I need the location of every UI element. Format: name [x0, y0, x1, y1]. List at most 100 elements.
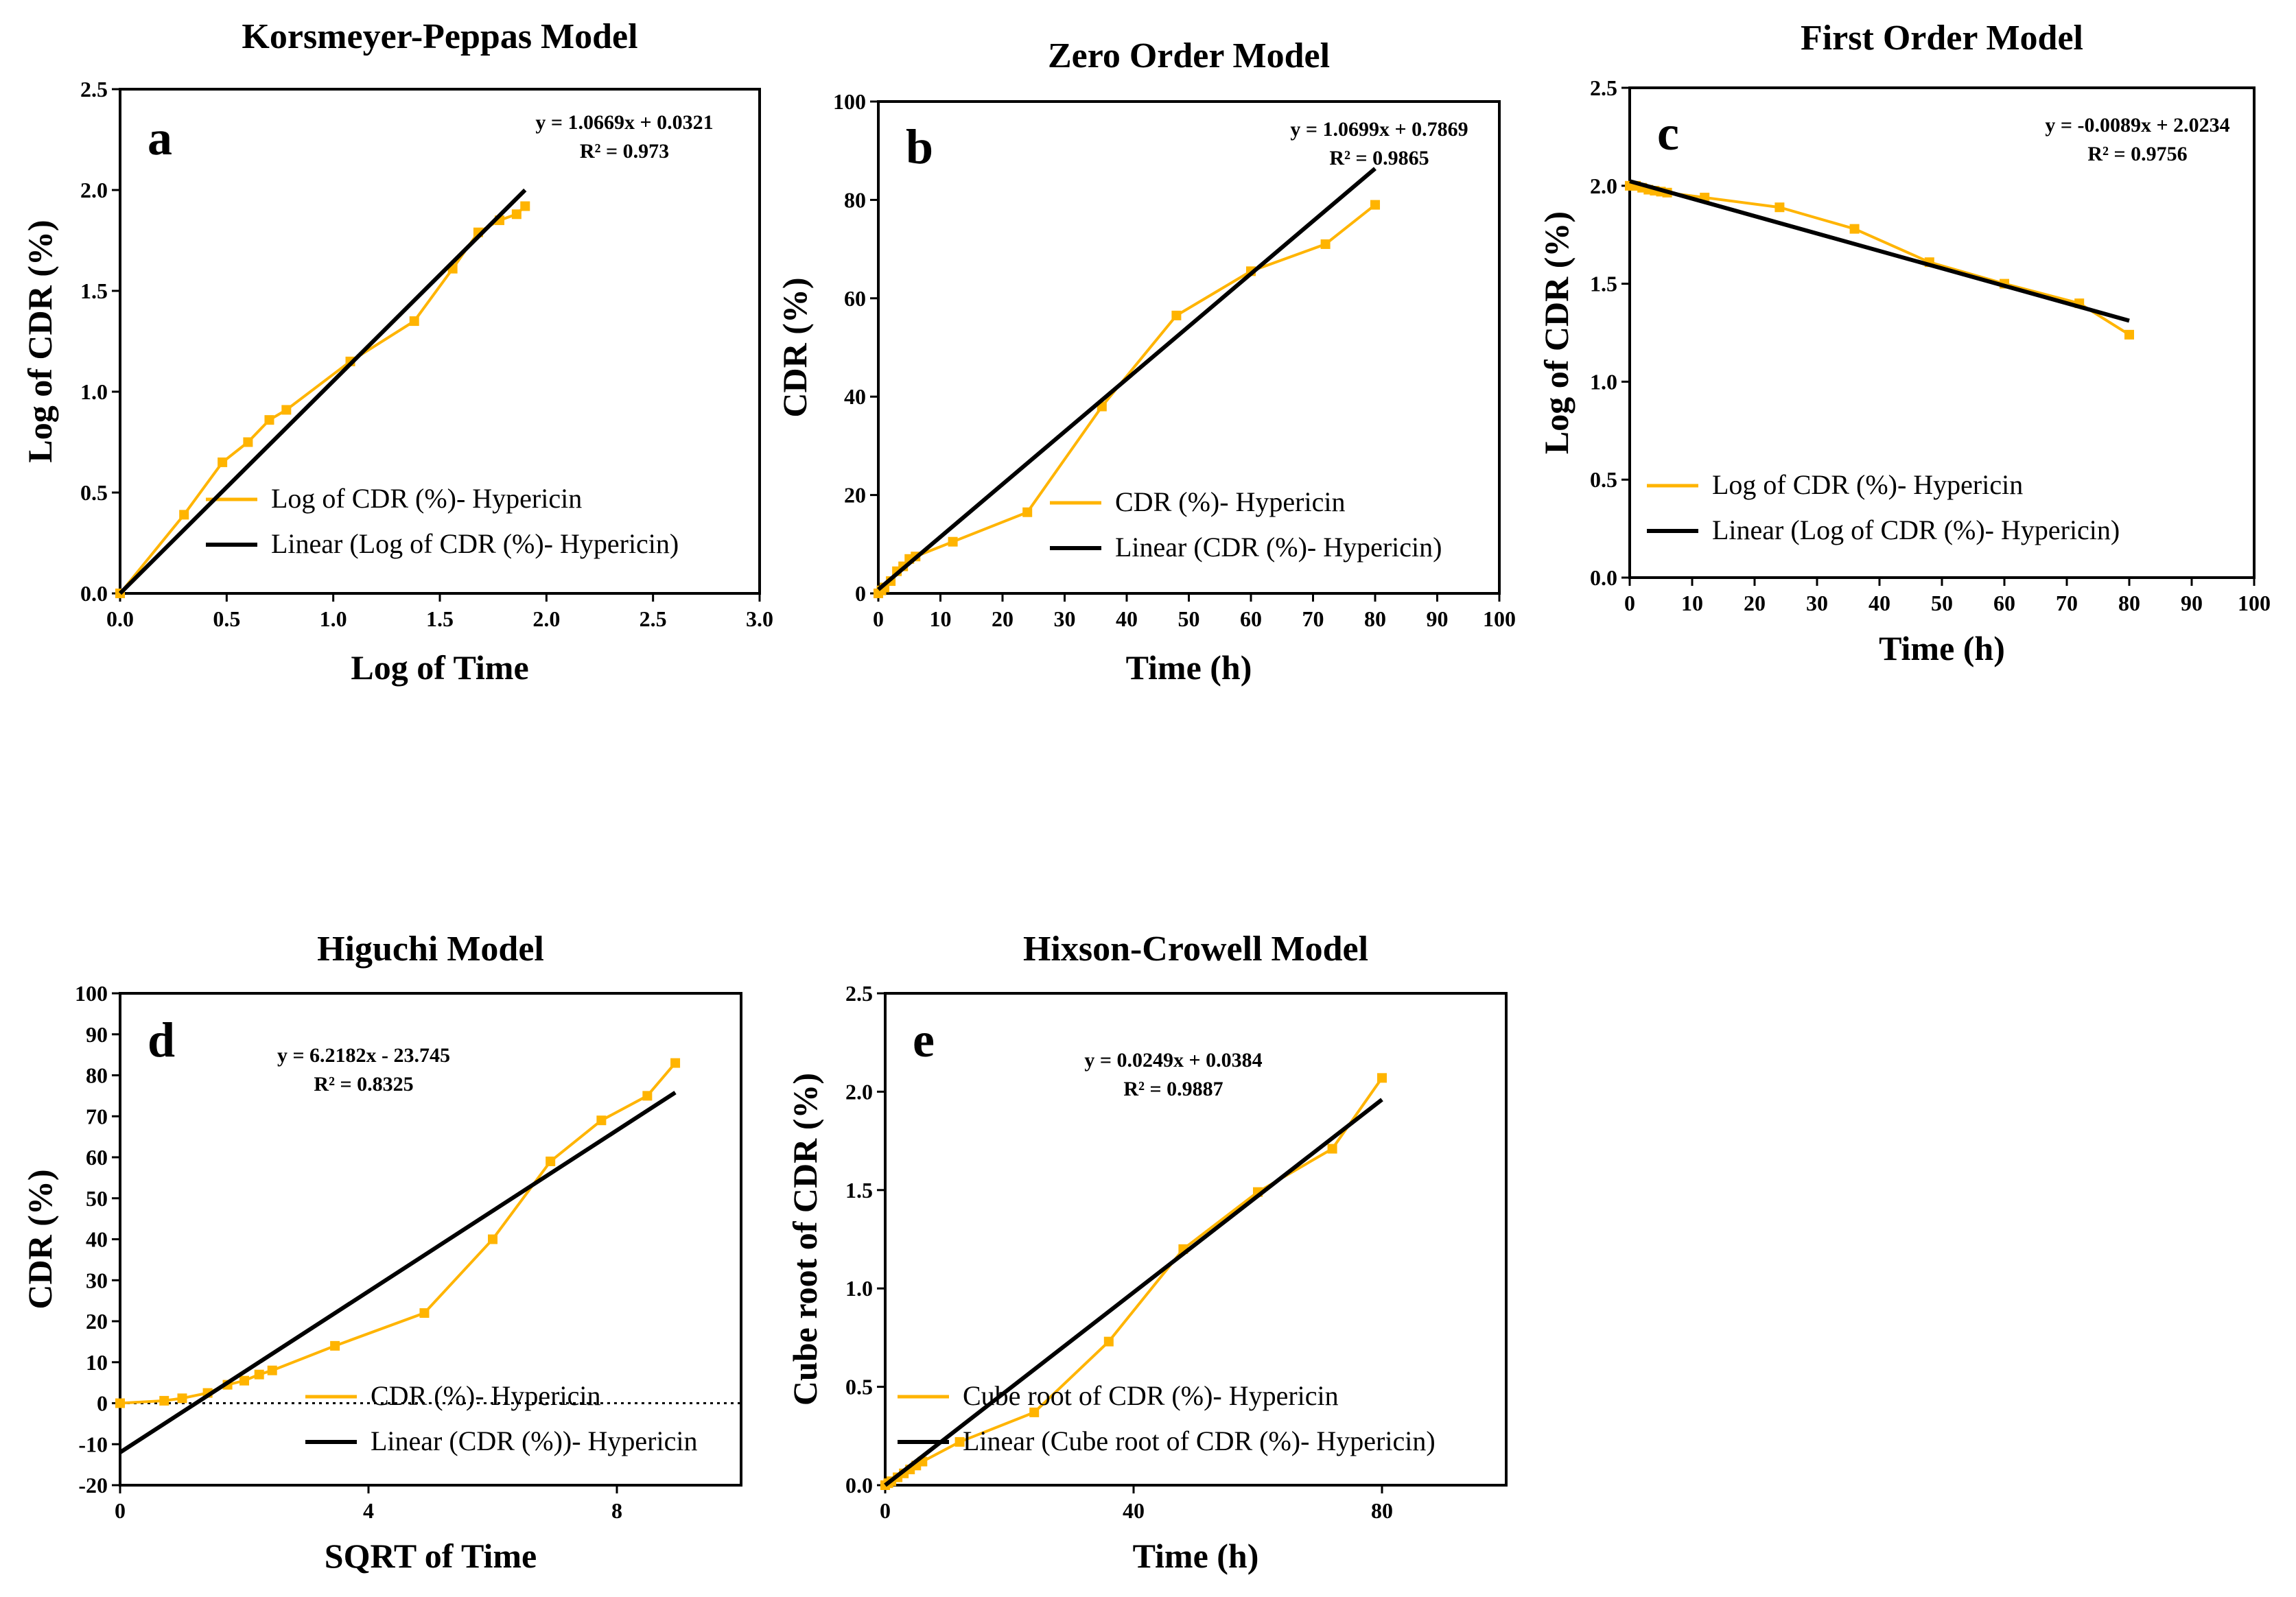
y-tick-label: 60: [86, 1145, 108, 1170]
data-point: [520, 201, 530, 211]
x-tick-label: 30: [1806, 591, 1828, 615]
x-tick-label: 40: [1116, 606, 1138, 631]
x-tick-label: 3.0: [746, 606, 773, 631]
fit-equation: y = 0.0249x + 0.0384: [1084, 1049, 1262, 1072]
fit-r-squared: R² = 0.9756: [2087, 143, 2187, 165]
data-point: [1377, 1073, 1387, 1083]
x-tick-label: 0: [115, 1498, 126, 1523]
x-tick-label: 30: [1054, 606, 1076, 631]
data-point: [1327, 1144, 1337, 1154]
data-point: [546, 1156, 556, 1166]
x-tick-label: 2.5: [640, 606, 667, 631]
y-tick-label: 20: [86, 1309, 108, 1334]
panel-d: Higuchi Model 0 4 8 -20 -10 0 10 20 30 40 50 60 70 80 9…: [21, 930, 742, 1575]
x-tick-label: 70: [1302, 606, 1324, 631]
legend-label: CDR (%)- Hypericin: [1115, 486, 1345, 517]
x-tick-label: 80: [1371, 1498, 1393, 1523]
data-series-line: [1630, 184, 2131, 336]
data-point: [1320, 239, 1331, 249]
y-tick-label: 100: [833, 89, 866, 114]
y-tick-label: 0.0: [1590, 565, 1617, 590]
y-tick-label: 60: [844, 286, 866, 311]
data-point: [1370, 200, 1380, 210]
y-tick-label: 70: [86, 1104, 108, 1128]
y-tick-label: 90: [86, 1022, 108, 1047]
x-axis-label: SQRT of Time: [325, 1537, 537, 1575]
x-tick-label: 40: [1123, 1498, 1145, 1523]
data-point: [1029, 1407, 1040, 1417]
data-point: [218, 457, 228, 467]
panel-letter: c: [1657, 106, 1679, 161]
x-axis-label: Time (h): [1126, 648, 1252, 687]
linear-fit-line: [877, 167, 1377, 591]
legend-label: Linear (Log of CDR (%)- Hypericin): [1712, 514, 2120, 545]
x-tick-label: 0: [873, 606, 884, 631]
data-point: [948, 536, 958, 547]
x-tick-label: 0.5: [213, 606, 240, 631]
chart-title: First Order Model: [1801, 19, 2083, 58]
data-point: [159, 1395, 169, 1406]
x-axis-label: Log of Time: [351, 648, 528, 687]
x-tick-label: 1.0: [320, 606, 347, 631]
x-tick-label: 90: [1427, 606, 1449, 631]
data-point: [488, 1234, 497, 1244]
panel-e: Hixson-Crowell Model 0 40 80 0.0 0.5 1.0 1.5 2.0…: [786, 930, 1508, 1575]
x-tick-label: 80: [1364, 606, 1386, 631]
y-tick-label: 1.0: [845, 1276, 873, 1301]
y-tick-label: 0.5: [80, 480, 108, 505]
x-tick-label: 50: [1931, 591, 1953, 615]
linear-fit-line: [118, 188, 527, 595]
panel-a: Korsmeyer-Peppas Model 0.0 0.5 1.0 1.5 2.0 2.5…: [21, 17, 773, 687]
y-tick-label: 100: [75, 981, 108, 1006]
x-tick-label: 70: [2056, 591, 2078, 615]
y-tick-label: 1.5: [80, 279, 108, 303]
panel-c: First Order Model 0 10 20 30 40 50 60 70 80 90 100 0…: [1537, 19, 2271, 667]
chart-title: Zero Order Model: [1048, 36, 1330, 75]
x-tick-label: 0: [1624, 591, 1635, 615]
y-tick-label: 0: [855, 581, 866, 606]
fit-r-squared: R² = 0.973: [580, 140, 669, 163]
chart-title: Korsmeyer-Peppas Model: [242, 17, 637, 56]
fit-equation: y = 1.0669x + 0.0321: [535, 111, 713, 134]
plot-frame: [119, 88, 761, 595]
legend-label: Log of CDR (%)- Hypericin: [271, 483, 582, 514]
y-tick-label: 1.5: [1590, 272, 1617, 296]
data-point: [177, 1393, 187, 1404]
y-tick-label: 0.0: [80, 581, 108, 606]
y-axis-label: Log of CDR (%): [21, 220, 59, 462]
data-point: [1849, 224, 1860, 234]
data-point: [409, 316, 419, 327]
x-tick-label: 90: [2181, 591, 2203, 615]
x-tick-label: 100: [1483, 606, 1516, 631]
x-tick-label: 50: [1178, 606, 1200, 631]
data-point: [1022, 507, 1033, 517]
panel-letter: d: [148, 1013, 175, 1067]
data-point: [511, 209, 522, 220]
data-point: [419, 1308, 430, 1318]
y-tick-label: -10: [78, 1432, 108, 1456]
x-tick-label: 20: [1744, 591, 1766, 615]
y-tick-label: 80: [844, 187, 866, 212]
x-tick-label: 1.5: [426, 606, 454, 631]
y-tick-label: 20: [844, 483, 866, 508]
plot-frame: [877, 100, 1501, 595]
fit-equation: y = -0.0089x + 2.0234: [2045, 114, 2229, 137]
data-point: [1171, 310, 1182, 320]
y-tick-label: 0.5: [845, 1375, 873, 1399]
x-tick-label: 0.0: [106, 606, 134, 631]
plot-frame: [119, 992, 742, 1487]
y-tick-label: 0.0: [845, 1473, 873, 1498]
data-point: [596, 1115, 607, 1126]
panel-letter: e: [913, 1013, 935, 1067]
y-tick-label: 80: [86, 1063, 108, 1088]
x-tick-label: 20: [992, 606, 1014, 631]
x-tick-label: 60: [1240, 606, 1262, 631]
y-axis-label: Cube root of CDR (%): [786, 1073, 824, 1406]
fit-r-squared: R² = 0.9887: [1123, 1078, 1223, 1100]
data-point: [179, 510, 189, 520]
y-tick-label: 10: [86, 1350, 108, 1375]
data-point: [2124, 329, 2134, 340]
linear-fit-line: [119, 1091, 677, 1454]
data-point: [330, 1340, 340, 1351]
y-tick-label: 2.0: [1590, 174, 1617, 198]
